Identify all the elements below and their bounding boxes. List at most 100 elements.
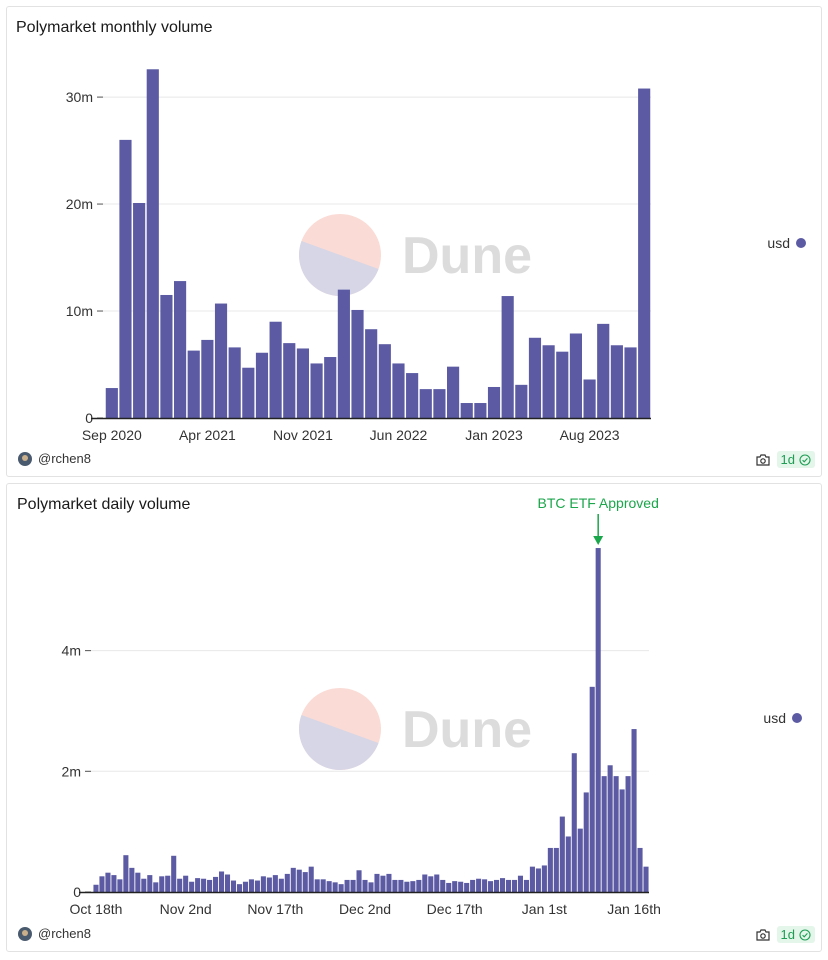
bar [565, 836, 571, 892]
x-tick-label: Nov 2021 [273, 427, 333, 443]
panel-footer-actions: 1d [755, 451, 815, 468]
bar [625, 776, 631, 892]
bar [365, 329, 378, 418]
annotation-label: BTC ETF Approved [537, 495, 658, 511]
author[interactable]: @rchen8 [18, 451, 91, 466]
bar [392, 363, 405, 418]
x-tick-label: Oct 18th [70, 901, 123, 917]
bar [637, 847, 643, 892]
bar [392, 879, 398, 892]
bar [541, 865, 547, 892]
bar [207, 879, 213, 892]
bar [595, 548, 601, 892]
bar [123, 855, 129, 892]
bar [362, 879, 368, 892]
bar [236, 884, 243, 892]
bar [351, 309, 364, 418]
bar [302, 872, 308, 892]
legend[interactable]: usd [763, 710, 802, 726]
bar [214, 303, 228, 418]
bar [406, 373, 419, 418]
x-tick-label: Nov 17th [247, 901, 303, 917]
check-circle-icon [799, 453, 811, 466]
bar [338, 884, 344, 892]
bar [248, 879, 254, 892]
bar [160, 294, 173, 418]
bar [174, 281, 187, 418]
daily-volume-chart: 0 2m 4m Dune Oct 18th Nov 2nd Nov 17th Dec 2nd D… [62, 495, 661, 917]
panel-title: Polymarket monthly volume [16, 19, 213, 36]
bar [153, 882, 159, 892]
bar [147, 875, 153, 892]
bar [350, 879, 356, 892]
freshness-badge[interactable]: 1d [776, 451, 815, 468]
bar [535, 868, 541, 892]
bar [583, 792, 589, 892]
freshness-badge[interactable]: 1d [776, 926, 815, 943]
bar [272, 875, 278, 892]
bar [446, 882, 452, 892]
bar [494, 879, 500, 892]
bar [542, 345, 555, 418]
x-tick-label: Jan 16th [607, 901, 661, 917]
y-tick-label: 0 [85, 410, 93, 426]
bar [141, 878, 147, 892]
bar [511, 879, 518, 892]
bar [607, 765, 613, 892]
x-tick-label: Jan 2023 [465, 427, 523, 443]
y-tick-label: 0 [73, 884, 81, 900]
watermark-text: Dune [402, 701, 532, 759]
bar [218, 871, 225, 892]
monthly-volume-panel: Polymarket monthly volume 0 10m 20m 30m Dune… [6, 6, 822, 477]
daily-volume-panel: Polymarket daily volume 0 2m 4m Dune Oct 18t… [6, 483, 822, 952]
bar [470, 879, 476, 892]
bar [269, 321, 282, 418]
author[interactable]: @rchen8 [18, 926, 91, 941]
bar [416, 879, 422, 892]
legend-dot [796, 238, 806, 248]
bar [314, 879, 320, 892]
bar [529, 866, 535, 892]
bar [105, 872, 111, 892]
freshness-label: 1d [780, 452, 795, 467]
bar [337, 289, 350, 418]
bar [146, 69, 159, 418]
bar [398, 879, 404, 892]
camera-icon[interactable] [755, 927, 771, 943]
bar [428, 876, 434, 892]
x-tick-label: Jan 1st [522, 901, 567, 917]
x-tick-label: Dec 17th [427, 901, 483, 917]
bar [344, 879, 350, 892]
panel-title: Polymarket daily volume [17, 496, 191, 513]
legend-label: usd [767, 235, 790, 251]
bar [242, 367, 255, 418]
legend[interactable]: usd [767, 235, 806, 251]
bar [553, 847, 559, 892]
x-tick-label: Aug 2023 [560, 427, 620, 443]
watermark-text: Dune [402, 227, 532, 285]
bar [422, 874, 428, 892]
y-tick-label: 30m [66, 89, 93, 105]
freshness-label: 1d [780, 927, 795, 942]
bar [499, 878, 506, 892]
bar [643, 866, 649, 892]
bar [195, 878, 201, 892]
panel-footer-actions: 1d [755, 926, 815, 943]
bar [296, 869, 302, 892]
bar [308, 866, 314, 892]
bar [476, 878, 482, 892]
x-tick-label: Nov 2nd [160, 901, 212, 917]
dune-watermark: Dune [299, 688, 532, 770]
camera-icon[interactable] [755, 452, 771, 468]
bar [332, 882, 338, 892]
bar [224, 874, 231, 892]
bar [464, 882, 470, 892]
bar [556, 351, 569, 418]
bar [201, 339, 214, 418]
bar [597, 323, 610, 418]
check-circle-icon [799, 928, 811, 941]
bar [187, 350, 200, 418]
avatar [18, 926, 32, 941]
bar [356, 870, 362, 892]
avatar [18, 451, 32, 466]
